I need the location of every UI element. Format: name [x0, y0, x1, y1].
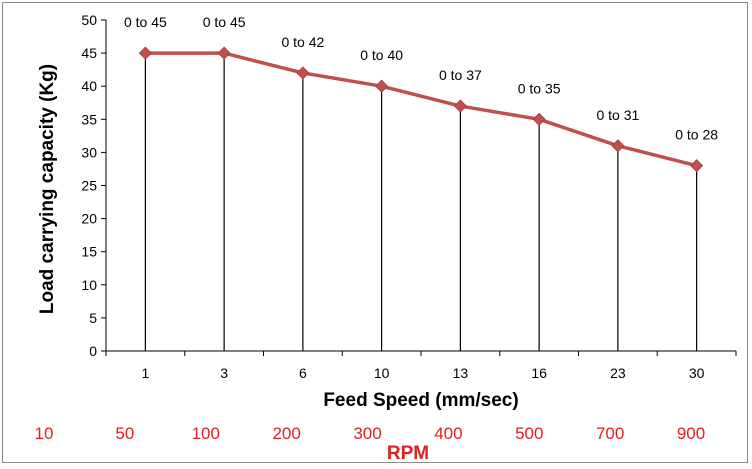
x-tick-label: 13 [453, 365, 469, 381]
data-label: 0 to 28 [675, 127, 718, 143]
y-tick-label: 30 [81, 144, 97, 160]
y-tick-label: 35 [81, 111, 97, 127]
rpm-axis-title: RPM [387, 443, 429, 464]
y-tick-label: 50 [81, 12, 97, 28]
data-label: 0 to 35 [518, 80, 561, 96]
x-tick-label: 3 [220, 365, 228, 381]
rpm-label: 100 [192, 424, 220, 443]
rpm-label: 50 [115, 424, 134, 443]
rpm-label: 300 [353, 424, 381, 443]
data-point-marker [138, 46, 152, 60]
chart-frame: Load carrying capacity (Kg) Feed Speed (… [2, 2, 748, 464]
data-labels: 0 to 45 0 to 45 0 to 42 0 to 40 0 to 37 0 to … [124, 14, 718, 143]
series-group [138, 46, 704, 173]
data-point-marker [217, 46, 231, 60]
rpm-label: 400 [434, 424, 462, 443]
y-tick-label: 20 [81, 211, 97, 227]
x-tick-label: 23 [610, 365, 626, 381]
rpm-label: 700 [596, 424, 624, 443]
data-point-marker [532, 112, 546, 126]
x-axis-title: Feed Speed (mm/sec) [323, 390, 518, 411]
x-tick-label: 6 [299, 365, 307, 381]
y-tick-label: 15 [81, 244, 97, 260]
data-label: 0 to 40 [360, 47, 403, 63]
x-tick-label: 10 [374, 365, 390, 381]
y-axis-title: Load carrying capacity (Kg) [37, 64, 58, 314]
rpm-label: 900 [677, 424, 705, 443]
data-label: 0 to 45 [124, 14, 167, 30]
data-point-marker [690, 159, 704, 173]
data-label: 0 to 37 [439, 67, 482, 83]
y-tick-label: 40 [81, 78, 97, 94]
data-point-marker [611, 139, 625, 153]
x-tick-label: 16 [531, 365, 547, 381]
rpm-label: 200 [272, 424, 300, 443]
data-point-marker [453, 99, 467, 113]
drop-lines [144, 53, 698, 351]
line-chart: Load carrying capacity (Kg) Feed Speed (… [35, 12, 737, 464]
data-label: 0 to 42 [281, 34, 324, 50]
x-tick-label: 1 [141, 365, 149, 381]
series-line [145, 51, 698, 168]
y-tick-label: 10 [81, 277, 97, 293]
y-ticks: 0 5 10 15 20 25 30 35 40 45 50 [81, 12, 106, 359]
x-ticks: 1 3 6 10 13 16 23 30 [105, 351, 737, 381]
y-tick-label: 25 [81, 178, 97, 194]
rpm-label: 500 [515, 424, 543, 443]
rpm-labels: 10 50 100 200 300 400 500 700 900 [35, 424, 706, 443]
x-tick-label: 30 [689, 365, 705, 381]
data-point-marker [296, 66, 310, 80]
axes [105, 20, 736, 352]
y-tick-label: 5 [89, 310, 97, 326]
y-axis-title-group: Load carrying capacity (Kg) [37, 64, 58, 314]
data-label: 0 to 45 [203, 14, 246, 30]
y-tick-label: 0 [89, 343, 97, 359]
data-point-marker [375, 79, 389, 93]
data-label: 0 to 31 [596, 107, 639, 123]
rpm-label: 10 [35, 424, 54, 443]
y-tick-label: 45 [81, 45, 97, 61]
